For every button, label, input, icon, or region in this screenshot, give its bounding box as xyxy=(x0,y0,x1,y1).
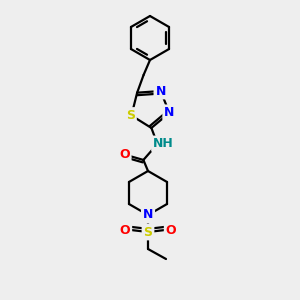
Text: N: N xyxy=(164,106,175,119)
Text: N: N xyxy=(155,85,166,98)
Text: N: N xyxy=(143,208,153,221)
Text: O: O xyxy=(119,148,130,161)
Text: NH: NH xyxy=(153,137,174,151)
Text: S: S xyxy=(126,109,135,122)
Text: S: S xyxy=(143,226,152,238)
Text: O: O xyxy=(120,224,130,236)
Text: O: O xyxy=(166,224,176,236)
